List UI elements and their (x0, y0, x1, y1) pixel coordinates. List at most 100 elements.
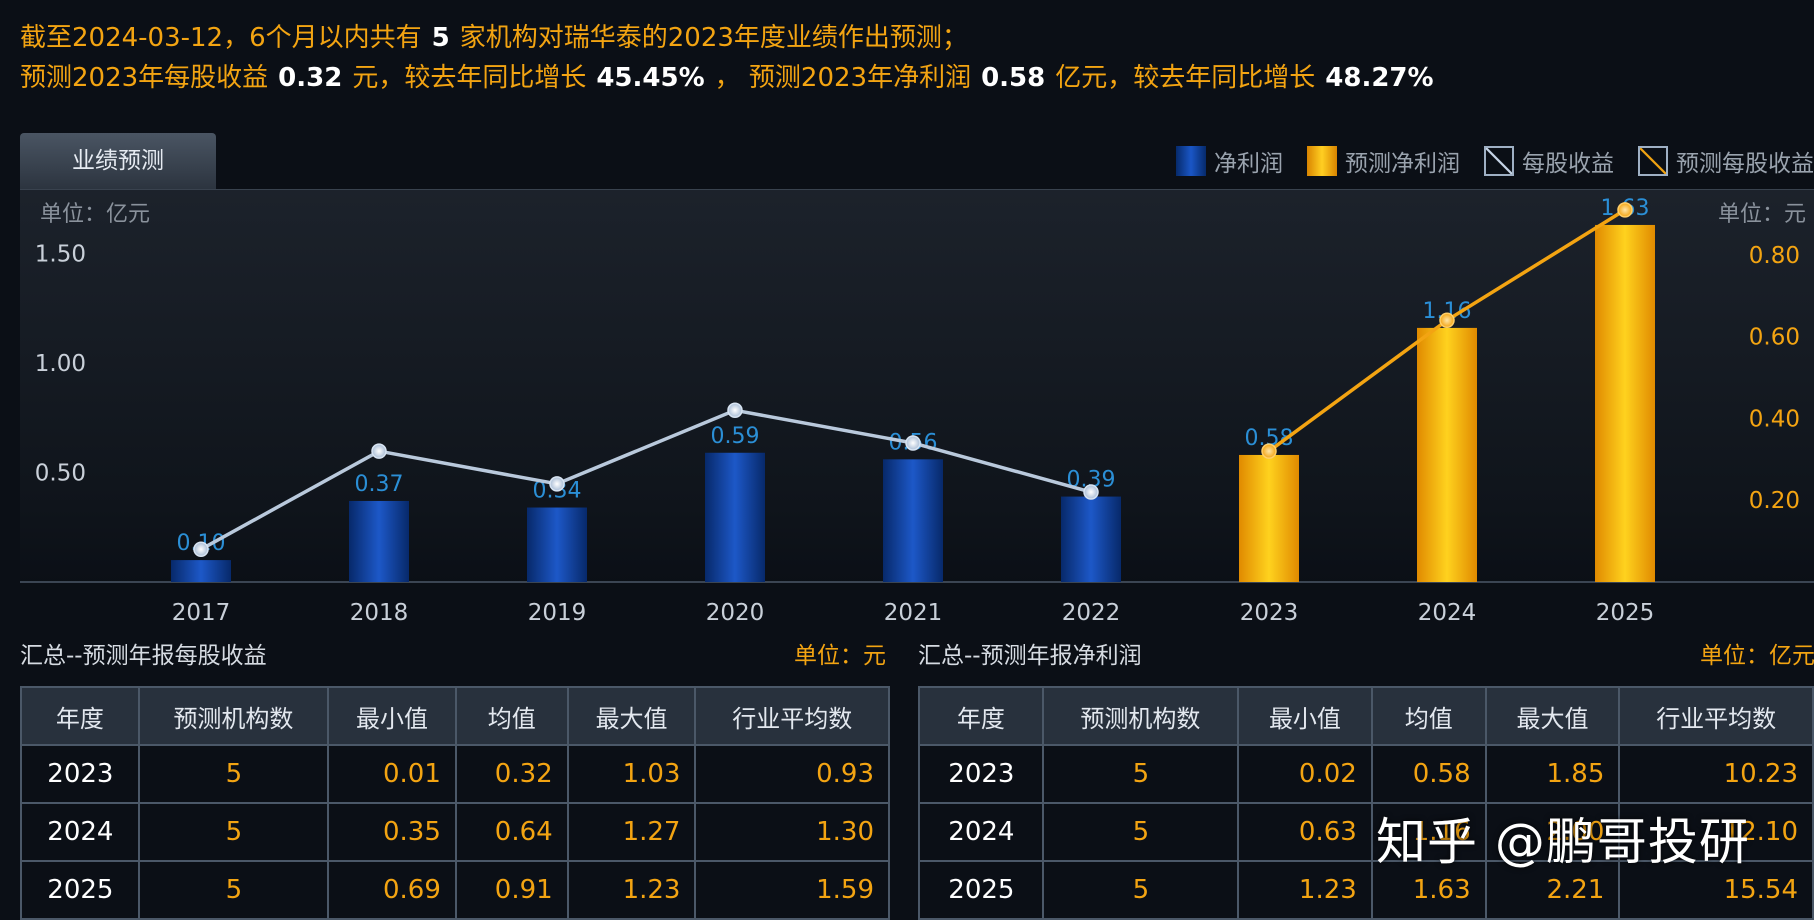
table-cell: 0.35 (327, 802, 457, 862)
x-tick-label: 2023 (1240, 600, 1299, 626)
bar-2020 (705, 452, 765, 582)
table-cell: 2.21 (1484, 860, 1621, 920)
legend-swatch-net-profit (1176, 146, 1206, 176)
table-cell: 5 (1041, 744, 1240, 804)
table-cell: 10.23 (1618, 744, 1814, 804)
right-axis-unit: 单位：元 (1718, 202, 1807, 227)
x-tick-label: 2020 (706, 600, 765, 626)
y-tick-label-left: 1.50 (35, 241, 86, 267)
table-cell: 0.01 (327, 744, 457, 804)
eps-growth-value: 45.45% (596, 63, 705, 93)
legend-label: 净利润 (1214, 151, 1283, 177)
legend-label: 预测每股收益 (1676, 151, 1814, 177)
column-header: 行业平均数 (1618, 686, 1814, 746)
left-axis-unit: 单位：亿元 (40, 202, 151, 227)
x-tick-label: 2025 (1596, 600, 1655, 626)
table-cell: 5 (137, 744, 330, 804)
bar-2024 (1417, 327, 1477, 582)
table-cell: 2024 (20, 802, 140, 862)
np-forecast-label: 预测2023年净利润 (748, 63, 972, 93)
table-row: 2025 5 0.69 0.91 1.23 1.59 (20, 860, 890, 920)
table-cell: 0.91 (454, 860, 569, 920)
table-cell: 2025 (20, 860, 140, 920)
column-header: 最小值 (327, 686, 457, 746)
table-cell: 2025 (918, 860, 1044, 920)
column-header: 年度 (918, 686, 1044, 746)
table-cell: 1.03 (566, 744, 697, 804)
chart-legend: 净利润 预测净利润 每股收益 预测每股收益 (1152, 145, 1814, 177)
table-cell: 1.16 (1370, 802, 1487, 862)
table-cell: 2.00 (1484, 802, 1621, 862)
table-cell: 1.23 (566, 860, 697, 920)
column-header: 预测机构数 (1041, 686, 1240, 746)
y-tick-label-left: 0.50 (35, 460, 86, 486)
x-tick-label: 2024 (1418, 600, 1477, 626)
table-cell: 0.93 (694, 744, 890, 804)
eps-growth-label: 元，较去年同比增长 (352, 63, 587, 93)
eps-table-unit: 单位：元 (794, 643, 886, 669)
eps-table-title: 汇总--预测年报每股收益 (20, 643, 267, 669)
summary-pre: 截至2024-03-12，6个月以内共有 (20, 23, 422, 53)
summary-line-2: 预测2023年每股收益 0.32 元，较去年同比增长 45.45% ， 预测2023年净… (20, 58, 1810, 98)
table-header-row: 年度 预测机构数 最小值 均值 最大值 行业平均数 (20, 686, 890, 746)
table-cell: 5 (1041, 860, 1240, 920)
bar-2022 (1061, 496, 1121, 582)
table-cell: 12.10 (1618, 802, 1814, 862)
legend-item-forecast-eps[interactable]: 预测每股收益 (1638, 144, 1814, 178)
summary-post: 家机构对瑞华泰的2023年度业绩作出预测； (459, 23, 968, 53)
legend-label: 每股收益 (1522, 151, 1614, 177)
column-header: 最大值 (566, 686, 697, 746)
table-cell: 5 (1041, 802, 1240, 862)
legend-label: 预测净利润 (1345, 151, 1460, 177)
tab-performance-forecast[interactable]: 业绩预测 (20, 133, 216, 189)
eps-point (1083, 484, 1099, 500)
legend-item-net-profit[interactable]: 净利润 (1176, 144, 1283, 178)
table-row: 2024 5 0.35 0.64 1.27 1.30 (20, 802, 890, 862)
column-header: 年度 (20, 686, 140, 746)
column-header: 最小值 (1237, 686, 1373, 746)
eps-point (193, 541, 209, 558)
np-table-title: 汇总--预测年报净利润 (918, 643, 1142, 669)
table-cell: 2023 (20, 744, 140, 804)
table-cell: 5 (137, 802, 330, 862)
y-tick-label-right: 0.40 (1749, 406, 1800, 432)
bar-value-label: 0.59 (711, 424, 760, 449)
column-header: 预测机构数 (137, 686, 330, 746)
table-header-row: 年度 预测机构数 最小值 均值 最大值 行业平均数 (918, 686, 1814, 746)
forecast-eps-point (1617, 202, 1633, 218)
legend-swatch-forecast-net-profit (1307, 146, 1337, 176)
separator: ， (714, 63, 741, 93)
x-tick-label: 2021 (884, 600, 943, 626)
forecast-eps-point (1439, 312, 1455, 329)
watermark: 知乎 @鹏哥投研 (1376, 813, 1750, 871)
x-tick-label: 2017 (172, 600, 231, 626)
eps-forecast-label: 预测2023年每股收益 (20, 63, 269, 93)
bar-2025 (1595, 224, 1655, 582)
table-row: 2024 5 0.63 1.16 2.00 12.10 (918, 802, 1814, 862)
table-cell: 0.02 (1237, 744, 1373, 804)
y-tick-label-left: 1.00 (35, 351, 86, 377)
table-cell: 15.54 (1618, 860, 1814, 920)
np-forecast-value: 0.58 (981, 63, 1046, 93)
legend-item-eps[interactable]: 每股收益 (1484, 144, 1614, 178)
np-table-unit: 单位：亿元 (1700, 643, 1814, 669)
column-header: 最大值 (1484, 686, 1621, 746)
y-tick-label-right: 0.60 (1749, 325, 1800, 351)
table-cell: 0.63 (1237, 802, 1373, 862)
summary-line-1: 截至2024-03-12，6个月以内共有 5 家机构对瑞华泰的2023年度业绩作出预… (20, 18, 1810, 58)
x-tick-label: 2019 (528, 600, 587, 626)
np-growth-label: 亿元，较去年同比增长 (1055, 63, 1316, 93)
eps-line (200, 408, 1092, 551)
table-cell: 0.69 (327, 860, 457, 920)
forecast-eps-point (1261, 443, 1277, 459)
table-cell: 1.85 (1484, 744, 1621, 804)
table-cell: 2024 (918, 802, 1044, 862)
table-cell: 1.30 (694, 802, 890, 862)
table-cell: 0.64 (454, 802, 569, 862)
column-header: 均值 (1370, 686, 1487, 746)
eps-forecast-value: 0.32 (278, 63, 343, 93)
eps-summary-table: 年度 预测机构数 最小值 均值 最大值 行业平均数 2023 5 0.01 0.32 1.03 0.… (20, 686, 890, 920)
y-tick-label-right: 0.80 (1749, 243, 1800, 269)
legend-item-forecast-net-profit[interactable]: 预测净利润 (1307, 144, 1460, 178)
table-cell: 5 (137, 860, 330, 920)
